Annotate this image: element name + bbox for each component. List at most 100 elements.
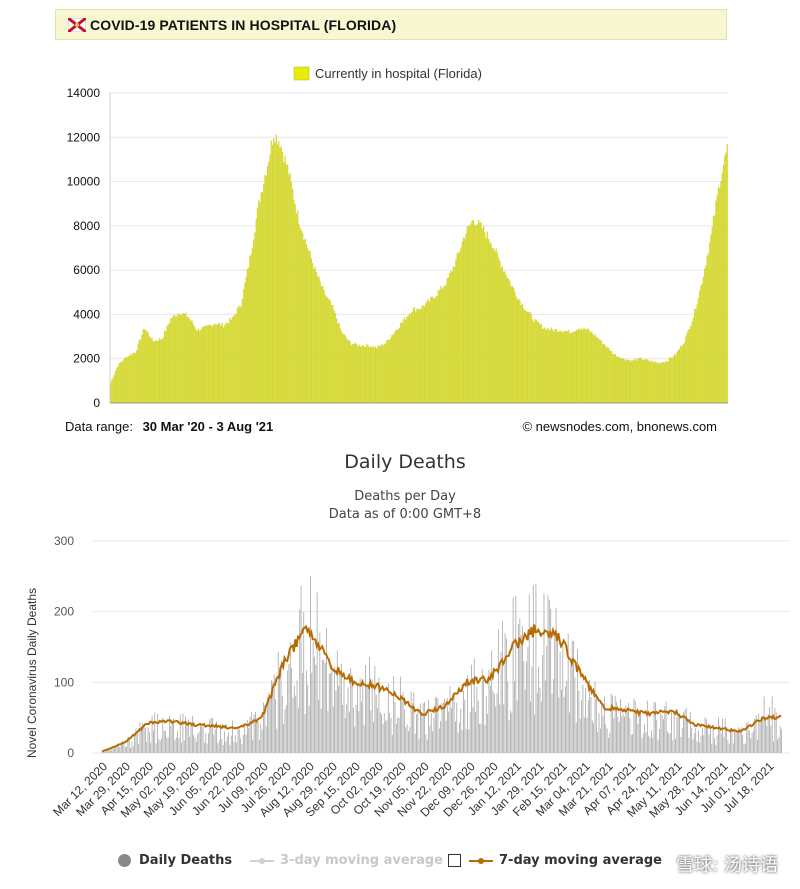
daily-death-bar[interactable]	[183, 740, 185, 753]
hospital-bar[interactable]	[298, 223, 300, 404]
daily-death-bar[interactable]	[249, 716, 251, 753]
hospital-bar[interactable]	[369, 346, 372, 404]
daily-death-bar[interactable]	[653, 701, 655, 753]
hospital-bar[interactable]	[308, 250, 310, 404]
hospital-bar[interactable]	[358, 344, 360, 404]
hospital-bar[interactable]	[374, 346, 377, 404]
daily-death-bar[interactable]	[538, 666, 540, 753]
hospital-bar[interactable]	[598, 339, 600, 404]
hospital-bar[interactable]	[447, 277, 449, 404]
hospital-bar[interactable]	[580, 328, 583, 404]
daily-death-bar[interactable]	[475, 712, 476, 753]
daily-death-bar[interactable]	[289, 642, 291, 753]
hospital-bar[interactable]	[523, 308, 525, 404]
hospital-bar[interactable]	[172, 315, 174, 404]
daily-death-bar[interactable]	[179, 714, 181, 753]
hospital-bar[interactable]	[720, 180, 722, 404]
hospital-bar[interactable]	[320, 286, 323, 404]
daily-death-bar[interactable]	[586, 717, 588, 753]
daily-death-bar[interactable]	[740, 727, 742, 753]
daily-death-bar[interactable]	[518, 624, 519, 753]
hospital-bar[interactable]	[655, 362, 657, 404]
hospital-bar[interactable]	[675, 354, 677, 404]
daily-death-bar[interactable]	[246, 719, 248, 753]
daily-death-bar[interactable]	[696, 741, 698, 753]
daily-death-bar[interactable]	[304, 714, 306, 753]
hospital-bar[interactable]	[136, 349, 138, 404]
hospital-bar[interactable]	[344, 335, 346, 404]
daily-death-bar[interactable]	[224, 731, 225, 753]
hospital-bar[interactable]	[240, 306, 242, 404]
hospital-bar[interactable]	[117, 366, 119, 404]
hospital-bar[interactable]	[470, 223, 472, 404]
hospital-bar[interactable]	[696, 304, 698, 404]
hospital-bar[interactable]	[428, 301, 431, 404]
hospital-bar[interactable]	[289, 172, 291, 404]
daily-death-bar[interactable]	[130, 747, 131, 753]
hospital-bar[interactable]	[118, 363, 120, 404]
hospital-bar[interactable]	[454, 267, 456, 404]
hospital-bar[interactable]	[633, 359, 635, 404]
hospital-bar[interactable]	[371, 347, 373, 404]
daily-death-bar[interactable]	[357, 685, 358, 753]
hospital-bar[interactable]	[353, 344, 355, 404]
daily-death-bar[interactable]	[362, 679, 364, 753]
daily-death-bar[interactable]	[544, 680, 546, 753]
hospital-bar[interactable]	[700, 285, 702, 404]
daily-death-bar[interactable]	[519, 618, 521, 753]
daily-death-bar[interactable]	[777, 739, 778, 753]
daily-death-bar[interactable]	[367, 683, 369, 753]
daily-death-bar[interactable]	[220, 724, 221, 753]
daily-death-bar[interactable]	[675, 738, 676, 753]
daily-death-bar[interactable]	[550, 608, 552, 753]
daily-death-bar[interactable]	[497, 629, 499, 753]
hospital-bar[interactable]	[156, 340, 158, 404]
daily-death-bar[interactable]	[271, 680, 272, 753]
daily-death-bar[interactable]	[616, 701, 617, 753]
hospital-bar[interactable]	[114, 371, 117, 404]
daily-death-bar[interactable]	[436, 697, 438, 753]
daily-death-bar[interactable]	[291, 667, 293, 753]
hospital-bar[interactable]	[607, 346, 609, 404]
daily-death-bar[interactable]	[499, 704, 501, 753]
daily-death-bar[interactable]	[555, 608, 557, 753]
hospital-bar[interactable]	[225, 323, 227, 404]
daily-death-bar[interactable]	[574, 677, 576, 753]
hospital-bar[interactable]	[307, 248, 309, 404]
hospital-bar[interactable]	[140, 339, 142, 404]
hospital-bar[interactable]	[346, 338, 348, 404]
daily-death-bar[interactable]	[248, 728, 250, 753]
hospital-bar[interactable]	[680, 345, 682, 404]
daily-death-bar[interactable]	[453, 692, 455, 753]
hospital-bar[interactable]	[337, 323, 339, 404]
daily-death-bar[interactable]	[743, 743, 745, 753]
hospital-bar[interactable]	[690, 325, 692, 404]
daily-death-bar[interactable]	[683, 711, 684, 753]
hospital-bar[interactable]	[589, 332, 591, 404]
hospital-bar[interactable]	[685, 336, 687, 404]
daily-death-bar[interactable]	[163, 730, 165, 753]
hospital-bar[interactable]	[641, 359, 643, 404]
daily-death-bar[interactable]	[734, 730, 735, 753]
hospital-bar[interactable]	[643, 359, 645, 404]
hospital-bar[interactable]	[514, 291, 516, 404]
hospital-bar[interactable]	[677, 349, 679, 404]
hospital-bar[interactable]	[503, 271, 505, 404]
hospital-bar[interactable]	[694, 308, 696, 404]
daily-death-bar[interactable]	[598, 713, 600, 753]
hospital-bar[interactable]	[452, 266, 454, 404]
daily-death-bar[interactable]	[328, 673, 330, 753]
daily-death-bar[interactable]	[191, 715, 193, 753]
hospital-bar[interactable]	[304, 238, 306, 404]
daily-death-bar[interactable]	[673, 711, 675, 753]
daily-death-bar[interactable]	[609, 732, 611, 753]
daily-death-bar[interactable]	[485, 695, 487, 753]
daily-death-bar[interactable]	[761, 716, 762, 753]
daily-death-bar[interactable]	[342, 705, 344, 753]
daily-death-bar[interactable]	[679, 713, 680, 753]
hospital-bar[interactable]	[699, 290, 701, 404]
hospital-bar[interactable]	[176, 315, 178, 404]
hospital-bar[interactable]	[260, 192, 262, 404]
hospital-bar[interactable]	[268, 161, 270, 404]
hospital-bar[interactable]	[717, 186, 720, 404]
